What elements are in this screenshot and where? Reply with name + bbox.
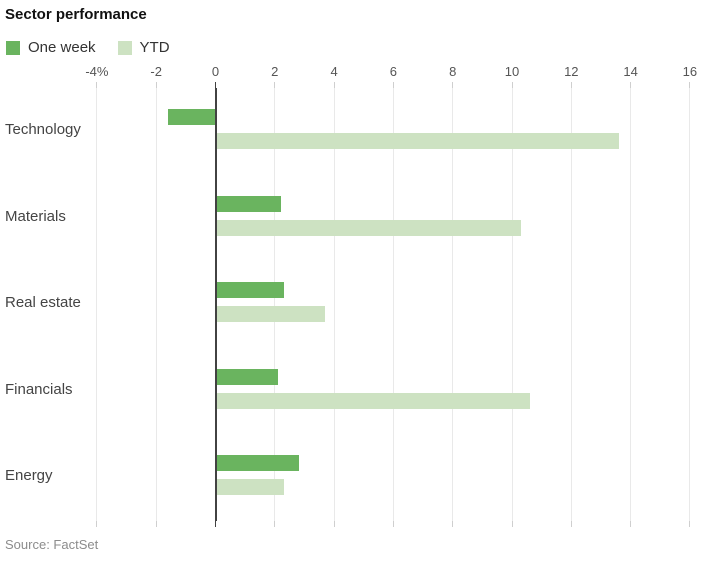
- category-label: Materials: [5, 207, 66, 225]
- axis-tick-bottom: [155, 521, 157, 527]
- legend-label-ytd: YTD: [139, 39, 170, 56]
- x-axis-tick-label: -2: [150, 64, 162, 79]
- x-axis-tick-label: 14: [623, 64, 638, 79]
- bar-ytd: [215, 479, 284, 496]
- axis-tick-top: [333, 82, 335, 88]
- legend-item-one-week: One week: [6, 39, 96, 56]
- axis-tick-top: [689, 82, 691, 88]
- axis-tick-bottom: [689, 521, 691, 527]
- gridline: [274, 88, 276, 521]
- bar-ytd: [215, 133, 619, 149]
- zero-axis-line: [214, 88, 217, 521]
- source-note: Source: FactSet: [5, 537, 99, 552]
- x-axis-tick-label: 6: [389, 64, 398, 79]
- x-axis-tick-label: 12: [564, 64, 579, 79]
- bar-ytd: [215, 219, 521, 236]
- gridline: [689, 88, 691, 521]
- axis-tick-top: [155, 82, 157, 88]
- bar-one-week: [215, 368, 278, 385]
- x-axis-tick-label: 16: [682, 64, 698, 79]
- x-axis-tick-label: 8: [449, 64, 457, 79]
- axis-tick-top: [274, 82, 276, 88]
- x-axis-tick-label: 2: [271, 64, 279, 79]
- gridline: [96, 88, 98, 521]
- category-label: Real estate: [5, 294, 81, 312]
- axis-tick-top: [570, 82, 572, 88]
- bar-one-week: [215, 195, 281, 212]
- axis-tick-bottom: [274, 521, 276, 527]
- axis-tick-top: [215, 82, 216, 88]
- legend: One week YTD: [6, 39, 170, 56]
- legend-item-ytd: YTD: [117, 39, 170, 56]
- axis-tick-top: [452, 82, 454, 88]
- gridline: [452, 88, 454, 521]
- axis-tick-bottom: [511, 521, 513, 527]
- chart-title: Sector performance: [5, 6, 147, 23]
- axis-tick-bottom: [392, 521, 394, 527]
- legend-swatch-one-week: [6, 40, 20, 55]
- x-axis-tick-label: 4: [330, 64, 338, 79]
- category-label: Technology: [5, 121, 81, 138]
- bar-one-week: [215, 455, 299, 472]
- bar-ytd: [215, 306, 326, 323]
- axis-tick-bottom: [215, 521, 216, 527]
- gridline: [392, 88, 394, 521]
- bar-ytd: [215, 392, 530, 409]
- axis-tick-bottom: [452, 521, 454, 527]
- gridline: [155, 88, 157, 521]
- axis-tick-bottom: [96, 521, 98, 527]
- x-axis-tick-label: 0: [211, 64, 220, 79]
- gridline: [570, 88, 572, 521]
- axis-tick-bottom: [630, 521, 632, 527]
- legend-swatch-ytd: [117, 40, 132, 55]
- axis-tick-top: [96, 82, 98, 88]
- category-label: Financials: [5, 380, 73, 398]
- gridline: [333, 88, 335, 521]
- category-label: Energy: [5, 467, 53, 485]
- x-axis-tick-label: 10: [504, 64, 520, 79]
- gridline: [630, 88, 632, 521]
- legend-label-one-week: One week: [28, 39, 96, 56]
- bar-one-week: [215, 282, 284, 299]
- bar-one-week: [168, 109, 216, 125]
- axis-tick-top: [511, 82, 513, 88]
- axis-tick-top: [392, 82, 394, 88]
- axis-tick-bottom: [333, 521, 335, 527]
- gridline: [511, 88, 513, 521]
- axis-tick-bottom: [570, 521, 572, 527]
- x-axis-tick-label: -4%: [85, 64, 109, 79]
- axis-tick-top: [630, 82, 632, 88]
